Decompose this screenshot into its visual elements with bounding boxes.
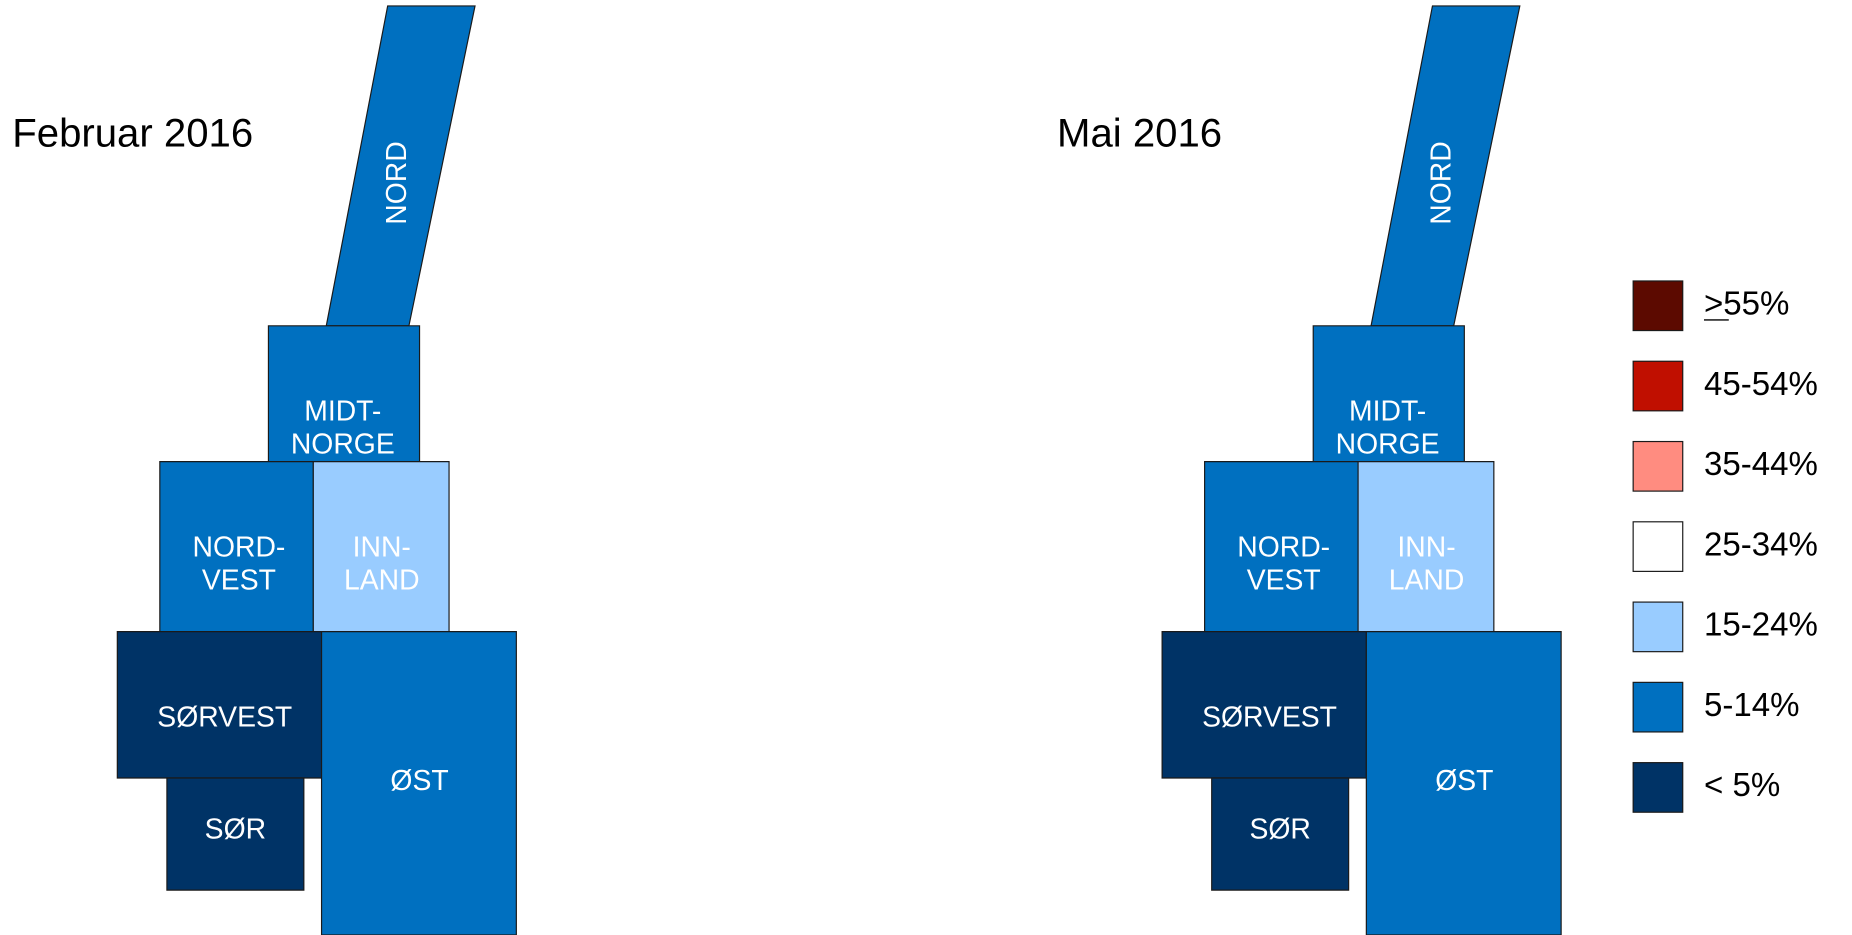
region bbox=[1365, 631, 1562, 935]
region-label: SØRVEST bbox=[1202, 701, 1337, 733]
region-label: SØRVEST bbox=[157, 701, 292, 733]
region-label: NORD bbox=[381, 141, 413, 224]
region-label: NORGE bbox=[291, 429, 395, 461]
region-label: INN- bbox=[353, 531, 411, 563]
region-label: NORD- bbox=[192, 531, 285, 563]
region-label: NORD bbox=[1426, 141, 1458, 224]
region-label: VEST bbox=[1247, 564, 1321, 596]
legend-swatch bbox=[1632, 360, 1684, 412]
legend-label: < 5% bbox=[1704, 767, 1780, 804]
region bbox=[166, 777, 305, 891]
legend-swatch bbox=[1632, 601, 1684, 653]
map-title: Februar 2016 bbox=[12, 110, 253, 155]
region-label: VEST bbox=[202, 564, 276, 596]
legend-label: 45-54% bbox=[1704, 366, 1818, 403]
legend-label: 15-24% bbox=[1704, 607, 1818, 644]
region bbox=[1211, 777, 1350, 891]
region bbox=[320, 631, 517, 935]
region-label: SØR bbox=[1249, 814, 1310, 846]
legend-label: 5-14% bbox=[1704, 687, 1800, 724]
region-label: NORGE bbox=[1336, 429, 1440, 461]
region-label: MIDT- bbox=[304, 396, 381, 428]
region-label: LAND bbox=[344, 564, 420, 596]
map-title: Mai 2016 bbox=[1057, 110, 1222, 155]
legend-label: 35-44% bbox=[1704, 446, 1818, 483]
legend-swatch bbox=[1632, 681, 1684, 733]
legend-swatch bbox=[1632, 521, 1684, 572]
legend-swatch bbox=[1632, 280, 1684, 332]
region-label: ØST bbox=[390, 765, 448, 797]
region-label: SØR bbox=[205, 814, 266, 846]
region-label: MIDT- bbox=[1349, 396, 1426, 428]
legend-swatch bbox=[1632, 440, 1684, 492]
region-label: ØST bbox=[1435, 765, 1493, 797]
legend-label: 25-34% bbox=[1704, 526, 1818, 563]
region-label: INN- bbox=[1397, 531, 1455, 563]
region-label: LAND bbox=[1389, 564, 1465, 596]
legend-swatch bbox=[1632, 762, 1684, 813]
legend-label: >55% bbox=[1704, 285, 1789, 322]
region-label: NORD- bbox=[1237, 531, 1330, 563]
